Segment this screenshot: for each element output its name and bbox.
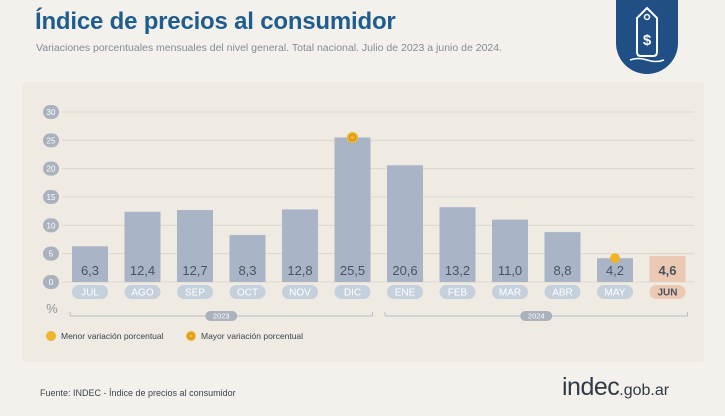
y-tick-label: 0 — [49, 278, 54, 287]
bar — [229, 234, 266, 282]
legend-max-marker — [186, 331, 196, 341]
logo-suffix: .gob.ar — [619, 382, 670, 399]
y-tick-label: 25 — [47, 136, 56, 145]
legend-min-label: Menor variación porcentual — [61, 331, 164, 341]
value-label: 25,5 — [340, 263, 365, 278]
category-pill — [177, 285, 213, 299]
legend-min-marker — [46, 331, 56, 341]
indec-logo: indec.gob.ar — [562, 373, 669, 402]
y-tick-pill — [43, 275, 59, 289]
legend-max-marker-ring — [187, 332, 195, 340]
value-label: 12,4 — [130, 263, 155, 278]
category-pill — [597, 285, 633, 299]
category-pill — [124, 285, 161, 299]
category-label: MAR — [499, 288, 521, 299]
category-label: JUN — [657, 288, 677, 299]
value-label: 12,8 — [287, 263, 312, 278]
category-pill — [72, 285, 108, 299]
page-subtitle: Variaciones porcentuales mensuales del n… — [36, 42, 503, 54]
y-tick-label: 5 — [49, 250, 54, 259]
category-label: OCT — [237, 288, 258, 299]
svg-text:$: $ — [643, 32, 652, 49]
y-tick-pill — [43, 161, 59, 176]
y-tick-pill — [43, 218, 59, 233]
category-label: NOV — [289, 288, 311, 299]
category-label: MAY — [605, 288, 626, 299]
value-label: 4,2 — [606, 263, 624, 278]
value-labels: 6,3 12,4 12,7 8,3 12,8 25,5 20,6 13,2 11,0 8,8 4,2… — [81, 263, 677, 278]
category-pill — [334, 285, 371, 299]
logo-main: indec — [562, 373, 620, 401]
category-label: FEB — [448, 288, 468, 299]
page-title: Índice de precios al consumidor — [35, 8, 396, 35]
bar — [597, 258, 633, 282]
y-tick-label: 15 — [47, 193, 56, 202]
y-tick-pill — [43, 246, 59, 261]
value-label: 6,3 — [81, 263, 99, 278]
category-labels: JUL AGO SEP OCT NOV DIC ENE FEB MAR ABR MAY JUN — [72, 285, 686, 299]
value-label: 8,8 — [553, 263, 571, 278]
category-pill — [229, 285, 266, 299]
category-pill — [439, 285, 476, 299]
category-label: JUL — [81, 288, 99, 299]
category-pill — [544, 285, 581, 299]
value-label: 13,2 — [445, 263, 470, 278]
legend: Menor variación porcentual Mayor variaci… — [46, 331, 303, 341]
grid-lines — [62, 111, 694, 283]
value-label: 20,6 — [392, 263, 417, 278]
year-groups: 2023 2024 — [69, 311, 688, 321]
bar — [649, 255, 686, 282]
value-label: 4,6 — [658, 263, 676, 278]
y-tick-pill — [43, 105, 59, 119]
bar — [544, 232, 581, 282]
year-pill — [520, 311, 553, 321]
bar — [492, 219, 528, 282]
markers — [347, 132, 620, 264]
y-tick-pill — [43, 133, 59, 148]
y-tick-pill — [43, 190, 59, 204]
year-label: 2023 — [213, 312, 230, 321]
category-pill — [387, 285, 423, 299]
bars — [72, 137, 686, 282]
category-label: ABR — [552, 288, 573, 299]
category-pill — [282, 285, 318, 299]
value-label: 11,0 — [498, 263, 522, 278]
min-marker — [610, 253, 620, 264]
category-label: SEP — [185, 288, 205, 299]
category-label: AGO — [131, 288, 153, 299]
chart-card: 0 5 10 15 20 25 30 6,3 12,4 12,7 8,3 12,8 25,5 20,6 1… — [22, 82, 704, 362]
value-label: 8,3 — [238, 263, 256, 278]
y-axis-unit: % — [46, 301, 58, 316]
source-note: Fuente: INDEC - Índice de precios al con… — [40, 388, 236, 398]
category-pill — [492, 285, 528, 299]
legend-max-label: Mayor variación porcentual — [201, 331, 303, 341]
y-tick-label: 30 — [47, 108, 56, 117]
y-tick-label: 10 — [47, 221, 56, 230]
bar — [439, 207, 476, 282]
category-label: DIC — [344, 288, 361, 299]
y-ticks: 0 5 10 15 20 25 30 — [43, 105, 59, 289]
bar — [124, 211, 161, 282]
year-pill — [205, 311, 238, 321]
year-label: 2024 — [528, 312, 545, 321]
max-marker — [347, 132, 358, 143]
price-tag-badge: $ — [616, 0, 678, 74]
price-tag-icon: $ — [629, 6, 665, 63]
category-label: ENE — [395, 288, 416, 299]
bar — [334, 137, 371, 282]
bar — [72, 246, 108, 282]
bar — [387, 165, 423, 282]
max-marker-ring — [349, 134, 356, 141]
category-pill — [649, 285, 686, 299]
value-label: 12,7 — [182, 263, 207, 278]
chart-svg: 0 5 10 15 20 25 30 6,3 12,4 12,7 8,3 12,8 25,5 20,6 1… — [43, 105, 694, 341]
bar — [177, 210, 213, 282]
bar — [282, 209, 318, 282]
y-tick-label: 20 — [47, 165, 56, 174]
